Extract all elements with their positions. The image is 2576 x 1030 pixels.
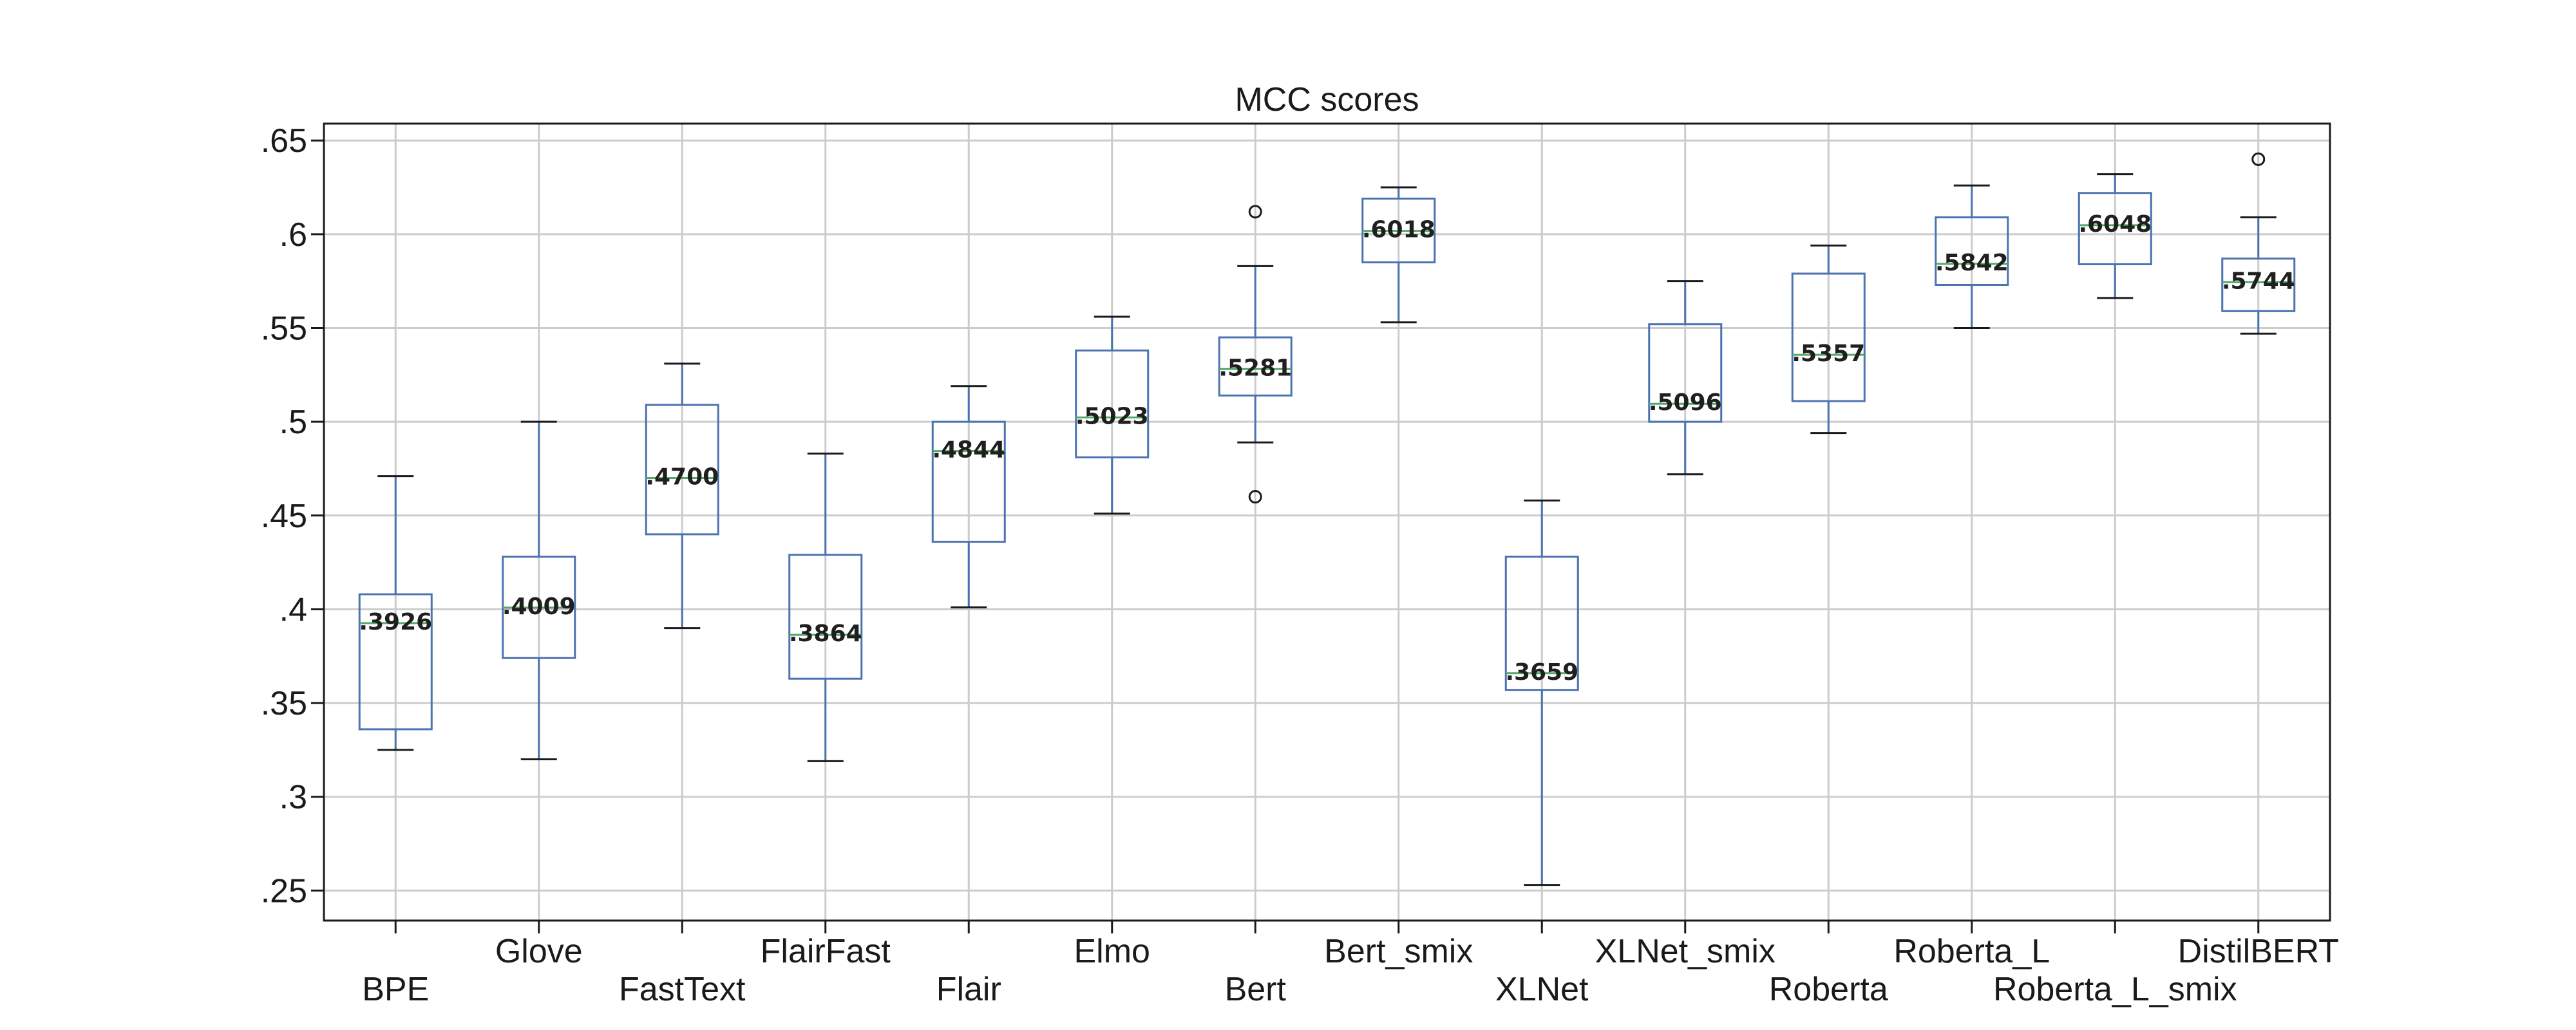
- y-tick-label: .5: [279, 404, 307, 441]
- outlier-point: [1248, 490, 1262, 504]
- y-tick-label: .6: [279, 216, 307, 254]
- iqr-box: [1791, 272, 1866, 402]
- iqr-box: [358, 593, 433, 731]
- median-labels: .3926 .4009 .4700 .3864 .4844 .5023 .5281 .6018…: [359, 211, 2295, 686]
- box-XLNet_smix: [1648, 280, 1723, 476]
- x-tick-label: BPE: [362, 971, 429, 1008]
- y-tick-label: .55: [261, 310, 307, 348]
- iqr-box: [645, 404, 719, 536]
- y-tick-label: .25: [261, 872, 307, 910]
- box-Elmo: [1075, 315, 1150, 515]
- box-XLNet: [1504, 500, 1579, 886]
- median-label: .5842: [1935, 250, 2009, 276]
- median-label: .3864: [789, 621, 862, 647]
- x-tick-label: Bert: [1225, 971, 1287, 1008]
- x-tick-label: FlairFast: [761, 933, 891, 970]
- iqr-box: [1935, 216, 2009, 286]
- median-label: .6048: [2078, 211, 2152, 238]
- x-tick-label: Flair: [936, 971, 1001, 1008]
- median-label: .3659: [1505, 659, 1578, 686]
- box-Bert: [1218, 205, 1293, 504]
- iqr-box: [788, 554, 863, 680]
- plot-frame: [323, 122, 2331, 922]
- box-Roberta_L: [1935, 184, 2009, 330]
- y-tick-label: .65: [261, 122, 307, 160]
- iqr-box: [2221, 258, 2296, 312]
- median-label: .4009: [502, 594, 576, 620]
- x-tick-label: Bert_smix: [1324, 933, 1473, 970]
- iqr-box: [1504, 556, 1579, 691]
- y-tick-label: .3: [279, 779, 307, 816]
- x-tick-label: DistilBERT: [2178, 933, 2339, 970]
- median-label: .5096: [1649, 389, 1722, 416]
- median-label: .5281: [1218, 355, 1292, 381]
- grid-lines: [324, 124, 2330, 921]
- x-tick-label: Roberta_L_smix: [1993, 971, 2237, 1008]
- y-tick-label: .45: [261, 498, 307, 535]
- median-label: .5023: [1075, 403, 1149, 429]
- chart-title: MCC scores: [1235, 81, 1419, 118]
- y-tick-label: .4: [279, 591, 307, 628]
- x-tick-label: Glove: [495, 933, 583, 970]
- box-Roberta_L_smix: [2078, 173, 2152, 299]
- boxes: [358, 152, 2296, 886]
- iqr-box: [1075, 349, 1150, 459]
- median-label: .3926: [359, 609, 432, 635]
- x-tick-label: XLNet: [1495, 971, 1589, 1008]
- median-label: .5744: [2222, 268, 2295, 294]
- iqr-box: [2078, 192, 2152, 265]
- outlier-point: [2251, 152, 2266, 166]
- box-FastText: [645, 362, 719, 630]
- x-tick-label: Roberta: [1769, 971, 1888, 1008]
- box-BPE: [358, 475, 433, 751]
- median-label: .6018: [1362, 217, 1435, 243]
- x-tick-label: XLNet_smix: [1595, 933, 1776, 970]
- median-label: .4700: [645, 464, 719, 491]
- y-tick-label: .35: [261, 685, 307, 722]
- x-tick-label: FastText: [619, 971, 746, 1008]
- box-Bert_smix: [1361, 186, 1436, 324]
- box-DistilBERT: [2221, 152, 2296, 335]
- iqr-box: [1218, 336, 1293, 397]
- iqr-box: [931, 420, 1006, 543]
- outlier-point: [1248, 205, 1262, 219]
- x-tick-label: Elmo: [1074, 933, 1150, 970]
- box-FlairFast: [788, 453, 863, 762]
- x-axis-ticks: BPE Glove FastText FlairFast Flair Elmo Bert Be…: [362, 921, 2339, 1008]
- x-tick-label: Roberta_L: [1893, 933, 2050, 970]
- box-Flair: [931, 385, 1006, 609]
- box-Glove: [502, 420, 576, 760]
- iqr-box: [1648, 323, 1723, 423]
- median-label: .5357: [1792, 341, 1865, 367]
- y-axis-ticks: .25 .3 .35 .4 .45 .5 .55 .6 .65: [261, 122, 324, 910]
- median-label: .4844: [932, 437, 1005, 464]
- box-Roberta: [1791, 244, 1866, 435]
